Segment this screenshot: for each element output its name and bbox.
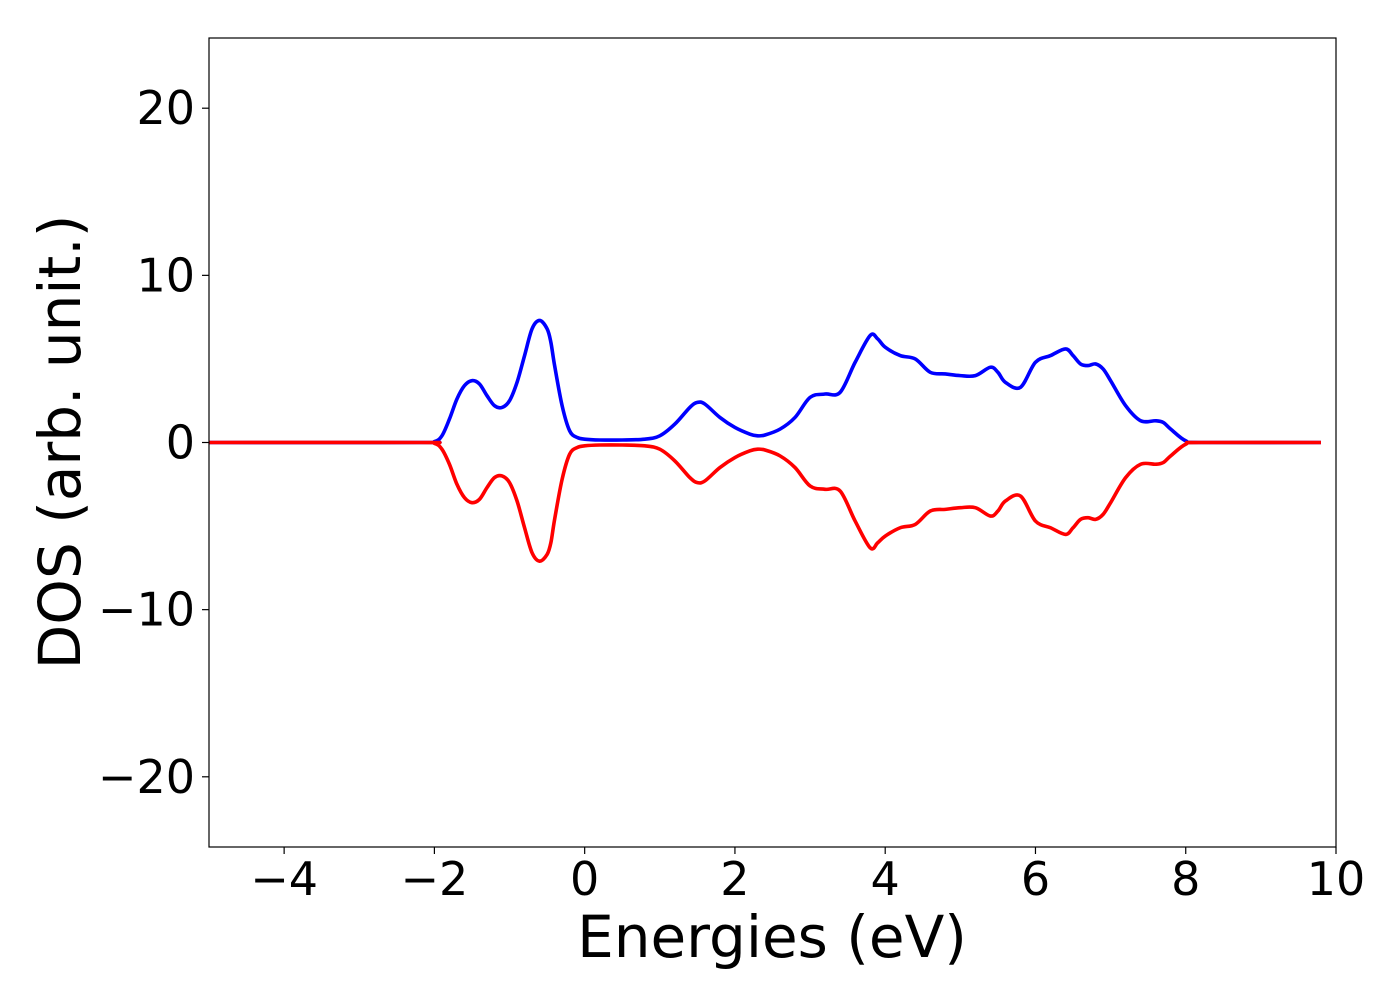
x-axis-label: Energies (eV) xyxy=(577,903,967,971)
x-tick-label: −4 xyxy=(250,852,318,906)
x-tick-label: 8 xyxy=(1171,852,1200,906)
series-line-up xyxy=(209,318,1321,445)
series-layer xyxy=(209,318,1321,563)
series-line-down xyxy=(209,440,1321,563)
y-tick-label: −20 xyxy=(98,750,195,804)
x-tick-label: 10 xyxy=(1307,852,1366,906)
y-axis-ticks: −20 −10 0 10 20 xyxy=(98,81,209,804)
y-tick-label: 0 xyxy=(166,416,195,470)
y-tick-label: 10 xyxy=(136,248,195,302)
x-tick-label: 0 xyxy=(570,852,599,906)
x-tick-label: −2 xyxy=(400,852,468,906)
x-axis-ticks: −4 −2 0 2 4 6 8 10 xyxy=(250,847,1365,906)
y-axis-label: DOS (arb. unit.) xyxy=(26,215,94,670)
x-tick-label: 6 xyxy=(1021,852,1050,906)
y-tick-label: 20 xyxy=(136,81,195,135)
y-tick-label: −10 xyxy=(98,583,195,637)
x-tick-label: 2 xyxy=(720,852,749,906)
x-tick-label: 4 xyxy=(871,852,900,906)
